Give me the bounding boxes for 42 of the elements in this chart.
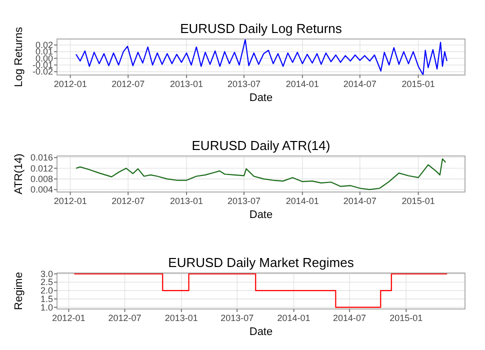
x-axis-title: Date — [249, 326, 273, 338]
x-tick-label: 2012-01 — [54, 196, 87, 206]
y-tick-label: 0.004 — [30, 184, 53, 195]
x-tick-label: 2014-01 — [277, 313, 310, 323]
chart-title: EURUSD Daily Market Regimes — [168, 255, 354, 270]
x-tick-label: 2014-07 — [333, 313, 366, 323]
line-series — [76, 39, 448, 76]
y-tick-label: 0.008 — [30, 174, 53, 184]
x-tick-label: 2015-01 — [402, 79, 435, 89]
y-tick-label: 1.5 — [40, 294, 53, 304]
x-axis-title: Date — [249, 92, 273, 104]
chart-title: EURUSD Daily ATR(14) — [192, 138, 330, 153]
x-axis-title: Date — [249, 209, 273, 221]
x-tick-label: 2013-07 — [228, 79, 261, 89]
x-tick-label: 2014-07 — [343, 196, 376, 206]
x-tick-label: 2013-01 — [164, 313, 198, 323]
y-tick-label: 2.0 — [40, 286, 53, 296]
x-tick-label: 2015-01 — [390, 313, 423, 323]
y-axis-title: Log Returns — [13, 26, 25, 87]
y-axis-title: ATR(14) — [13, 154, 25, 194]
x-tick-label: 2012-07 — [108, 313, 142, 323]
x-tick-label: 2012-07 — [112, 196, 145, 206]
y-tick-label: -0.02 — [32, 66, 53, 77]
x-tick-label: 2014-01 — [286, 196, 319, 206]
x-tick-label: 2012-01 — [52, 313, 86, 323]
x-tick-label: 2014-07 — [343, 79, 376, 89]
y-tick-label: 0.016 — [30, 152, 53, 163]
x-tick-label: 2013-07 — [228, 196, 261, 206]
y-tick-label: 0.012 — [30, 163, 53, 174]
y-tick-label: 1.0 — [40, 302, 53, 312]
x-tick-label: 2012-01 — [54, 79, 87, 89]
x-tick-label: 2015-01 — [402, 196, 435, 206]
x-tick-label: 2013-01 — [170, 196, 204, 206]
x-tick-label: 2013-07 — [220, 313, 254, 323]
x-tick-label: 2014-01 — [286, 79, 319, 89]
line-series — [76, 158, 446, 190]
x-tick-label: 2013-01 — [170, 79, 204, 89]
x-tick-label: 2012-07 — [112, 79, 145, 89]
y-axis-title: Regime — [13, 272, 25, 310]
y-tick-label: 2.5 — [40, 277, 53, 288]
chart-title: EURUSD Daily Log Returns — [180, 21, 342, 36]
y-tick-label: 3.0 — [40, 268, 53, 279]
